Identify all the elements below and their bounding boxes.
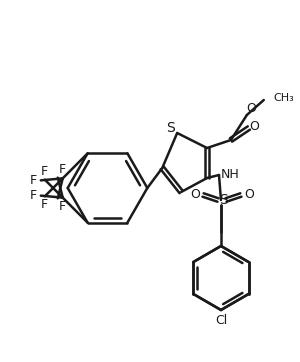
- Text: F: F: [59, 163, 66, 176]
- Text: F: F: [59, 200, 66, 213]
- Text: O: O: [190, 189, 200, 202]
- Text: O: O: [244, 189, 254, 202]
- Text: F: F: [29, 174, 36, 187]
- Text: F: F: [41, 198, 48, 211]
- Text: F: F: [29, 189, 36, 202]
- Text: O: O: [249, 119, 259, 132]
- Text: NH: NH: [221, 168, 240, 181]
- Text: CH₃: CH₃: [274, 93, 295, 103]
- Text: Cl: Cl: [215, 313, 227, 327]
- Text: S: S: [166, 121, 175, 135]
- Text: F: F: [41, 165, 48, 178]
- Text: O: O: [246, 102, 256, 115]
- Text: S: S: [220, 193, 228, 207]
